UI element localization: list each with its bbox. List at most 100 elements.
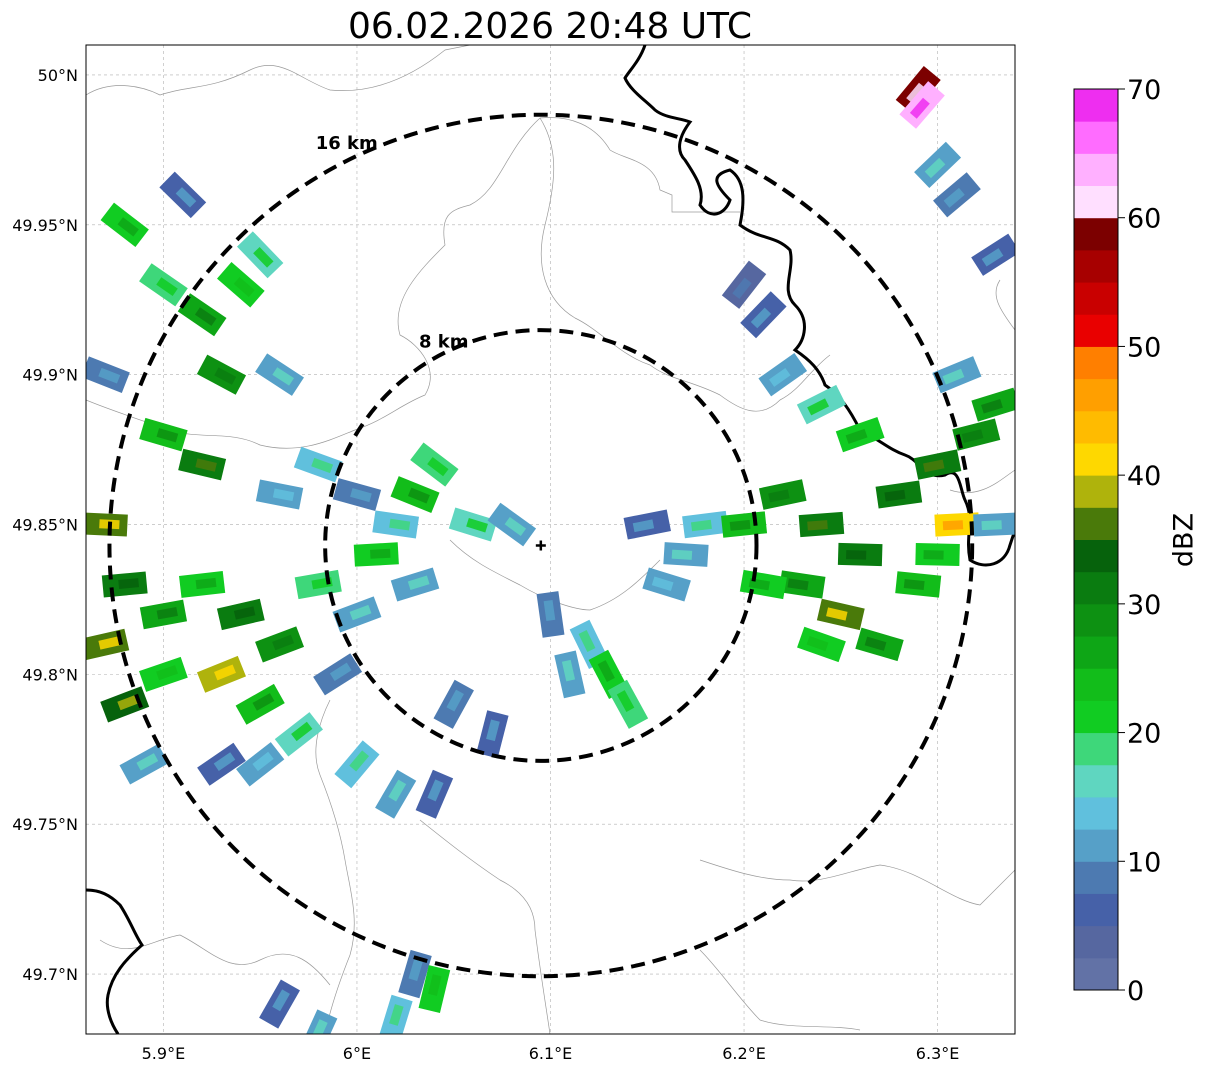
echo-cell [899, 81, 945, 129]
echo-cell [934, 512, 980, 537]
echo-cell [86, 512, 128, 537]
echo-cell [758, 352, 808, 397]
colorbar-swatch [1074, 893, 1118, 927]
echo-cell [255, 479, 304, 510]
echo-bin-core [175, 187, 197, 208]
range-ring-label: 8 km [419, 331, 469, 352]
echo-cell [642, 567, 691, 602]
echo-cell [139, 417, 188, 452]
echo-bin-core [942, 368, 965, 385]
echo-bin-core [272, 367, 294, 386]
echo-cell [914, 141, 962, 189]
echo-bin-core [329, 662, 352, 681]
echo-cell [952, 418, 1001, 451]
echo-cell [100, 202, 149, 247]
y-tick-label: 50°N [38, 66, 78, 85]
echo-bin-core [561, 659, 576, 682]
echo-cell [476, 710, 509, 759]
echo-bin-core [98, 367, 121, 384]
echo-cell [197, 742, 246, 786]
echo-cell [410, 442, 459, 487]
echo-bin-core [923, 550, 944, 560]
echo-bin-core [427, 456, 449, 477]
echo-bin-core [906, 82, 926, 104]
x-tick-label: 6.1°E [529, 1044, 573, 1063]
echo-cell [332, 596, 382, 633]
echo-cell [196, 655, 246, 693]
echo-cell [971, 233, 1015, 276]
echo-bin-core [349, 604, 372, 621]
echo-bin-core [884, 489, 906, 502]
echo-bin-core [729, 519, 751, 531]
echo-cell [721, 511, 768, 538]
echo-cell [299, 1009, 338, 1034]
echo-bin-core [407, 487, 430, 504]
colorbar-swatch [1074, 861, 1118, 894]
echo-cell [353, 542, 399, 567]
echo-bin-core [156, 606, 178, 620]
echo-cell [236, 742, 285, 787]
echo-cell [294, 569, 342, 600]
range-ring [107, 112, 975, 979]
echo-bin-core [98, 636, 120, 650]
echo-cell [159, 171, 207, 219]
echo-cell [973, 512, 1015, 537]
echo-bin-core [195, 577, 217, 590]
map-content: 8 km 16 km [86, 45, 1015, 1034]
echo-bin-core [807, 520, 828, 531]
echo-bin-core [272, 634, 295, 651]
colorbar-label: dBZ [1169, 513, 1200, 567]
echo-bin-core [632, 519, 655, 533]
echo-bin-core [118, 578, 140, 589]
echo-bin-core [981, 248, 1004, 267]
echo-bin-core [136, 753, 159, 771]
echo-bin-core [389, 518, 411, 531]
echo-cell [798, 511, 845, 538]
echo-bin-core [466, 517, 488, 533]
echo-cell [855, 627, 904, 662]
colorbar: 0 10 20 30 40 50 60 70 dBZ [1073, 75, 1200, 1007]
echo-cell [236, 231, 284, 279]
range-rings: 8 km 16 km [107, 112, 975, 979]
x-tick-label: 6.3°E [916, 1044, 960, 1063]
echo-bin-core [214, 664, 236, 681]
echo-bin-core [578, 630, 596, 652]
echo-bin-core [370, 548, 391, 559]
echo-bin-core [388, 779, 407, 802]
echo-cell [378, 994, 413, 1034]
colorbar-swatch [1074, 217, 1118, 251]
colorbar-tick-label: 60 [1127, 204, 1161, 235]
echo-cell [390, 567, 440, 602]
echo-cell [139, 656, 188, 692]
colorbar-swatches [1074, 89, 1118, 991]
colorbar-swatch [1074, 153, 1118, 187]
colorbar-swatch [1074, 732, 1118, 766]
echo-cell [536, 591, 565, 638]
colorbar-tick-label: 20 [1127, 719, 1161, 750]
echo-cell [259, 979, 300, 1029]
colorbar-swatch [1074, 314, 1118, 347]
echo-bin-core [807, 398, 830, 416]
echo-bin-core [769, 367, 791, 387]
colorbar-swatch [1074, 764, 1118, 798]
colorbar-swatch [1074, 346, 1118, 380]
echo-bin-core [156, 665, 178, 681]
echo-bin-core [690, 519, 712, 532]
echo-bin-core [787, 578, 809, 591]
echo-bin-core [543, 600, 556, 622]
echo-cell [448, 507, 498, 542]
colorbar-tick-label: 70 [1127, 75, 1161, 106]
echo-bin-core [311, 1019, 328, 1034]
echo-cell [721, 260, 767, 309]
echo-bin-core [117, 694, 140, 711]
echo-bin-core [981, 520, 1002, 531]
echo-cell [139, 599, 188, 630]
echo-cell [274, 712, 324, 757]
echo-cell [433, 679, 474, 729]
colorbar-swatch [1074, 603, 1118, 637]
echo-cell [778, 570, 826, 599]
colorbar-swatch [1074, 700, 1118, 734]
echo-bin-core [156, 277, 178, 297]
echo-bin-core [923, 459, 945, 473]
